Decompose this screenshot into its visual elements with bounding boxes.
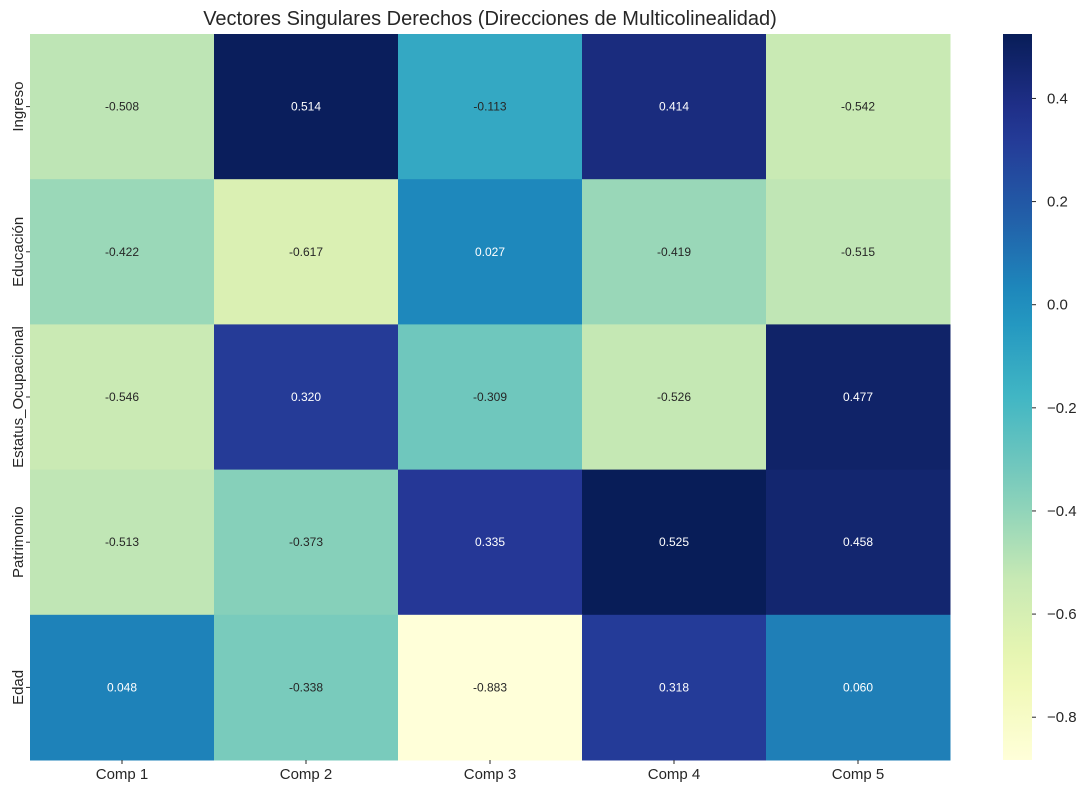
heatmap-cell	[398, 469, 583, 616]
cell-value-label: -0.309	[473, 390, 507, 404]
heatmap-cell	[582, 179, 767, 325]
colorbar-tick-label: 0.4	[1047, 90, 1068, 107]
cell-value-label: -0.883	[473, 680, 507, 694]
cell-value-label: -0.419	[657, 245, 691, 259]
cell-value-label: 0.320	[291, 390, 321, 404]
colorbar-tick-label: −0.8	[1047, 709, 1077, 726]
colorbar-tick-label: −0.6	[1047, 606, 1077, 623]
cell-value-label: 0.414	[659, 100, 689, 114]
cell-value-label: 0.318	[659, 680, 689, 694]
cell-value-label: -0.513	[105, 535, 139, 549]
cell-value-label: -0.526	[657, 390, 691, 404]
cell-value-label: 0.060	[843, 680, 873, 694]
colorbar-tick-label: −0.2	[1047, 400, 1077, 417]
heatmap-cell	[766, 469, 951, 616]
heatmap-cell	[214, 614, 399, 761]
cell-value-label: 0.525	[659, 535, 689, 549]
heatmap-cell	[214, 324, 399, 471]
cell-value-label: -0.546	[105, 390, 139, 404]
colorbar-tick-label: −0.4	[1047, 503, 1077, 520]
cell-value-label: -0.373	[289, 535, 323, 549]
cell-value-label: -0.542	[841, 100, 875, 114]
x-tick-label: Comp 5	[832, 766, 885, 783]
heatmap-cell	[398, 324, 583, 471]
y-tick-label: Ingreso	[10, 82, 27, 132]
heatmap-cell	[766, 324, 951, 471]
heatmap-cell	[766, 614, 951, 761]
y-tick-label: Estatus_Ocupacional	[10, 326, 27, 468]
y-tick-label: Edad	[10, 670, 27, 705]
y-tick-label: Patrimonio	[10, 506, 27, 578]
heatmap-cell	[30, 34, 215, 180]
heatmap-cells: -0.508 0.514 -0.113 0.414 -0.542 -0.422 -0.617…	[30, 34, 951, 761]
heatmap-cell	[30, 614, 215, 761]
y-axis-tick-labels: Ingreso Educación Estatus_Ocupacional Patri…	[10, 82, 30, 705]
x-tick-label: Comp 4	[648, 766, 701, 783]
cell-value-label: 0.514	[291, 100, 321, 114]
heatmap-cell	[398, 34, 583, 180]
heatmap-cell	[766, 179, 951, 325]
heatmap-cell	[582, 324, 767, 471]
colorbar-tick-label: 0.2	[1047, 194, 1068, 211]
x-tick-label: Comp 3	[464, 766, 517, 783]
cell-value-label: -0.338	[289, 680, 323, 694]
heatmap-cell	[214, 469, 399, 616]
x-axis-tick-labels: Comp 1 Comp 2 Comp 3 Comp 4 Comp 5	[96, 760, 885, 783]
heatmap-cell	[30, 469, 215, 616]
heatmap-cell	[214, 179, 399, 325]
cell-value-label: -0.508	[105, 100, 139, 114]
heatmap-cell	[30, 324, 215, 471]
cell-value-label: 0.048	[107, 680, 137, 694]
heatmap-cell	[582, 469, 767, 616]
cell-value-label: 0.477	[843, 390, 873, 404]
cell-value-label: 0.027	[475, 245, 505, 259]
x-tick-label: Comp 2	[280, 766, 333, 783]
colorbar: 0.4 0.2 0.0 −0.2 −0.4 −0.6 −0.8	[1003, 34, 1077, 760]
cell-value-label: -0.515	[841, 245, 875, 259]
colorbar-gradient	[1003, 34, 1032, 760]
heatmap-cell	[766, 34, 951, 180]
heatmap-cell	[30, 179, 215, 325]
cell-value-label: 0.458	[843, 535, 873, 549]
heatmap-cell	[582, 614, 767, 761]
colorbar-tick-label: 0.0	[1047, 297, 1068, 314]
x-tick-label: Comp 1	[96, 766, 149, 783]
cell-value-label: -0.617	[289, 245, 323, 259]
cell-value-label: -0.422	[105, 245, 139, 259]
chart-title: Vectores Singulares Derechos (Direccione…	[203, 8, 777, 30]
heatmap-cell	[398, 179, 583, 325]
heatmap-cell	[582, 34, 767, 180]
cell-value-label: 0.335	[475, 535, 505, 549]
cell-value-label: -0.113	[473, 100, 506, 114]
heatmap-cell	[214, 34, 399, 180]
heatmap-cell	[398, 614, 583, 761]
y-tick-label: Educación	[10, 217, 27, 287]
